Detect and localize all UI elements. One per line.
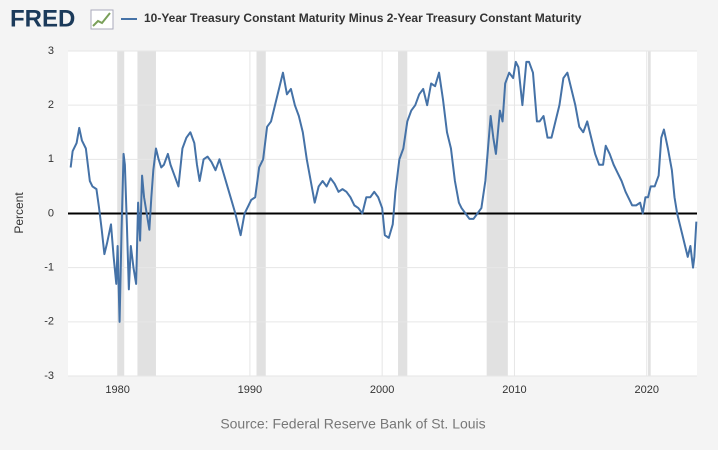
y-tick-label: 3: [48, 45, 54, 57]
y-tick-label: 1: [48, 153, 54, 165]
logo-icon: [90, 9, 114, 30]
y-tick-label: -2: [44, 316, 54, 328]
x-tick-label: 1990: [238, 384, 262, 396]
x-tick-label: 1980: [105, 384, 129, 396]
y-tick-label: 0: [48, 207, 54, 219]
brand-logo[interactable]: FRED: [10, 5, 75, 32]
y-axis-label: Percent: [12, 192, 26, 234]
source-note: Source: Federal Reserve Bank of St. Loui…: [220, 416, 485, 432]
plot: -3 -2 -1 0 1 2 3 1980 1990 2000 2010 2020: [44, 45, 698, 396]
x-tick-label: 2020: [634, 384, 658, 396]
x-tick-label: 2000: [370, 384, 394, 396]
y-tick-label: -3: [44, 370, 54, 382]
data-line: [69, 60, 698, 323]
legend-label: 10-Year Treasury Constant Maturity Minus…: [144, 11, 582, 25]
y-tick-label: -1: [44, 262, 54, 274]
x-tick-label: 2010: [502, 384, 526, 396]
y-tick-label: 2: [48, 99, 54, 111]
